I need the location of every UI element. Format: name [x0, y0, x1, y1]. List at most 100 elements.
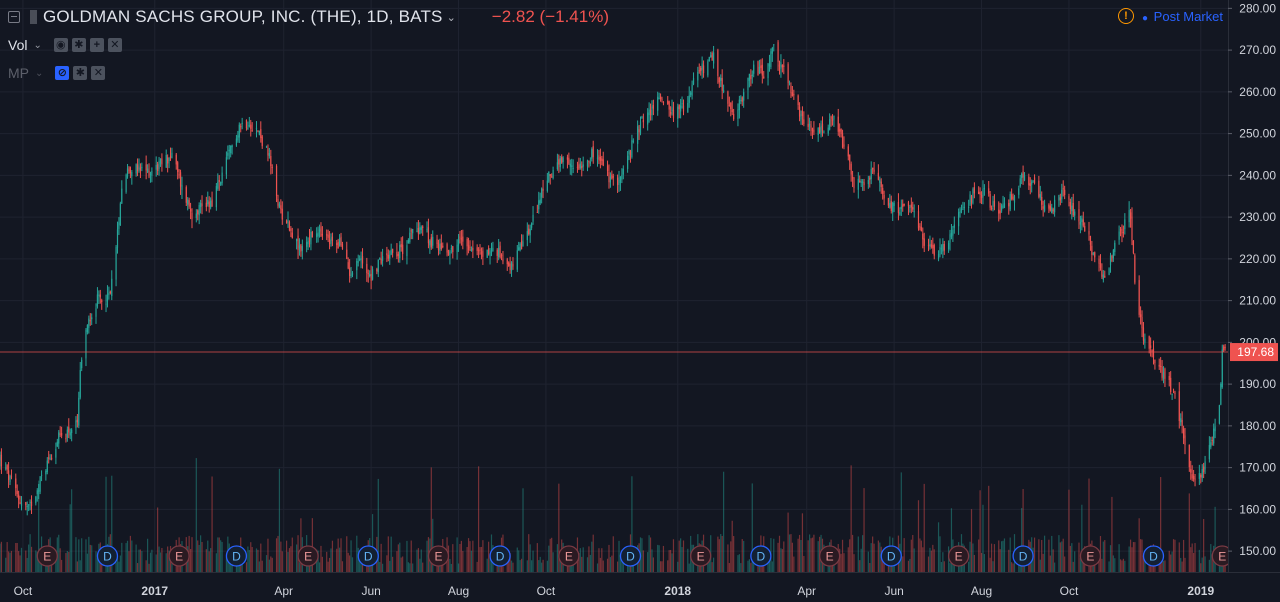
time-tick-label: Apr [274, 584, 293, 598]
candle-body [1022, 171, 1024, 178]
candle-body [659, 96, 662, 99]
dividend-marker-circle [357, 545, 379, 567]
volume-bar [903, 538, 905, 572]
earnings-marker[interactable]: E [168, 545, 190, 567]
volume-bar [1142, 555, 1145, 572]
volume-bar [850, 465, 852, 572]
earnings-marker[interactable]: E [1079, 545, 1102, 567]
volume-bar [743, 540, 745, 572]
dividend-marker[interactable]: D [750, 545, 772, 567]
volume-bar [609, 557, 612, 572]
volume-bar [777, 542, 779, 572]
candle-body [831, 119, 834, 121]
candle-body [225, 157, 227, 175]
dividend-marker[interactable]: D [1012, 545, 1034, 567]
volume-bar [450, 563, 452, 572]
candle-body [712, 52, 715, 64]
candle-body [680, 105, 682, 112]
volume-bar [410, 540, 412, 572]
candle-body [457, 238, 460, 246]
candle-body [101, 300, 103, 303]
earnings-marker[interactable]: E [36, 545, 58, 567]
candle-body [578, 164, 580, 170]
chart-header: GOLDMAN SACHS GROUP, INC. (THE), 1D, BAT… [8, 6, 609, 28]
dividend-marker[interactable]: D [357, 545, 379, 567]
chevron-down-icon[interactable]: ⌄ [35, 67, 44, 79]
earnings-marker-circle [558, 545, 580, 567]
volume-bar [1141, 539, 1143, 572]
volume-bar [611, 555, 613, 572]
candle-body [208, 201, 210, 208]
candle-body [1134, 255, 1136, 283]
candle-body [1213, 428, 1215, 444]
collapse-legend-icon[interactable] [8, 11, 20, 23]
last-price-badge [1230, 343, 1278, 362]
earnings-marker-circle [819, 545, 841, 567]
volume-bar [678, 540, 680, 572]
warning-icon[interactable]: ! [1118, 8, 1134, 24]
volume-bar [191, 537, 193, 572]
time-axis-bg[interactable] [0, 572, 1280, 602]
dividend-marker[interactable]: D [225, 545, 248, 567]
earnings-marker[interactable]: E [427, 545, 450, 567]
gear-icon[interactable]: ✱ [73, 66, 88, 80]
candle-body [667, 100, 669, 104]
candle-body [447, 250, 450, 255]
earnings-marker[interactable]: E [819, 545, 841, 567]
volume-bar [1011, 562, 1013, 572]
gear-icon[interactable]: ✱ [71, 38, 86, 52]
earnings-marker[interactable]: E [690, 545, 712, 567]
earnings-marker[interactable]: E [947, 545, 970, 567]
candle-body [490, 250, 493, 253]
flag-icon[interactable] [30, 10, 37, 24]
dividend-marker[interactable]: D [96, 545, 119, 567]
candle-body [1019, 178, 1021, 187]
close-icon[interactable]: ✕ [107, 38, 122, 52]
candle-body [251, 129, 253, 131]
earnings-marker[interactable]: E [558, 545, 580, 567]
candle-body [631, 140, 633, 158]
candle-body [1069, 202, 1071, 210]
candle-body [627, 155, 629, 169]
post-market-link[interactable]: ● Post Market [1142, 9, 1223, 24]
candle-body [910, 204, 912, 208]
indicator-label-mp[interactable]: MP [8, 65, 29, 81]
chevron-down-icon[interactable]: ⌄ [33, 39, 42, 51]
candle-body [528, 228, 530, 235]
dividend-marker[interactable]: D [1142, 545, 1165, 567]
volume-bar [470, 550, 473, 572]
volume-bar [730, 541, 732, 572]
price-axis-bg[interactable] [1228, 0, 1280, 602]
candle-body [520, 240, 523, 250]
indicator-label-vol[interactable]: Vol [8, 37, 28, 53]
symbol-title[interactable]: GOLDMAN SACHS GROUP, INC. (THE), 1D, BAT… [43, 7, 443, 26]
volume-bar [1069, 545, 1071, 572]
earnings-marker-label: E [1086, 550, 1094, 564]
earnings-marker[interactable]: E [1211, 545, 1233, 567]
candle-body [892, 202, 894, 213]
close-icon[interactable]: ✕ [91, 66, 106, 80]
candle-body [1122, 232, 1124, 234]
eye-off-icon[interactable]: ⊘ [55, 66, 70, 80]
candle-body [952, 229, 954, 236]
candle-body [1193, 476, 1195, 480]
dividend-marker[interactable]: D [619, 545, 642, 567]
dividend-marker[interactable]: D [880, 545, 902, 567]
earnings-marker[interactable]: E [297, 545, 319, 567]
volume-bar [943, 561, 945, 572]
chevron-down-icon[interactable]: ⌄ [446, 11, 456, 24]
volume-bar [95, 551, 97, 572]
plus-icon[interactable]: + [89, 38, 104, 52]
volume-bar [18, 551, 20, 572]
candle-body [280, 205, 282, 210]
volume-bar [482, 540, 484, 572]
volume-bar [359, 560, 361, 572]
eye-icon[interactable]: ◉ [53, 38, 68, 52]
dividend-marker[interactable]: D [489, 545, 511, 567]
candle-body [496, 249, 498, 256]
candle-body [66, 429, 68, 438]
volume-bar [968, 561, 970, 572]
candle-body [983, 188, 986, 190]
candle-body [420, 227, 422, 230]
